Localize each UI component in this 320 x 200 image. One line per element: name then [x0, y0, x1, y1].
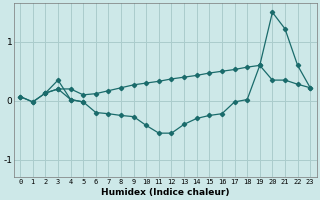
X-axis label: Humidex (Indice chaleur): Humidex (Indice chaleur)	[101, 188, 229, 197]
